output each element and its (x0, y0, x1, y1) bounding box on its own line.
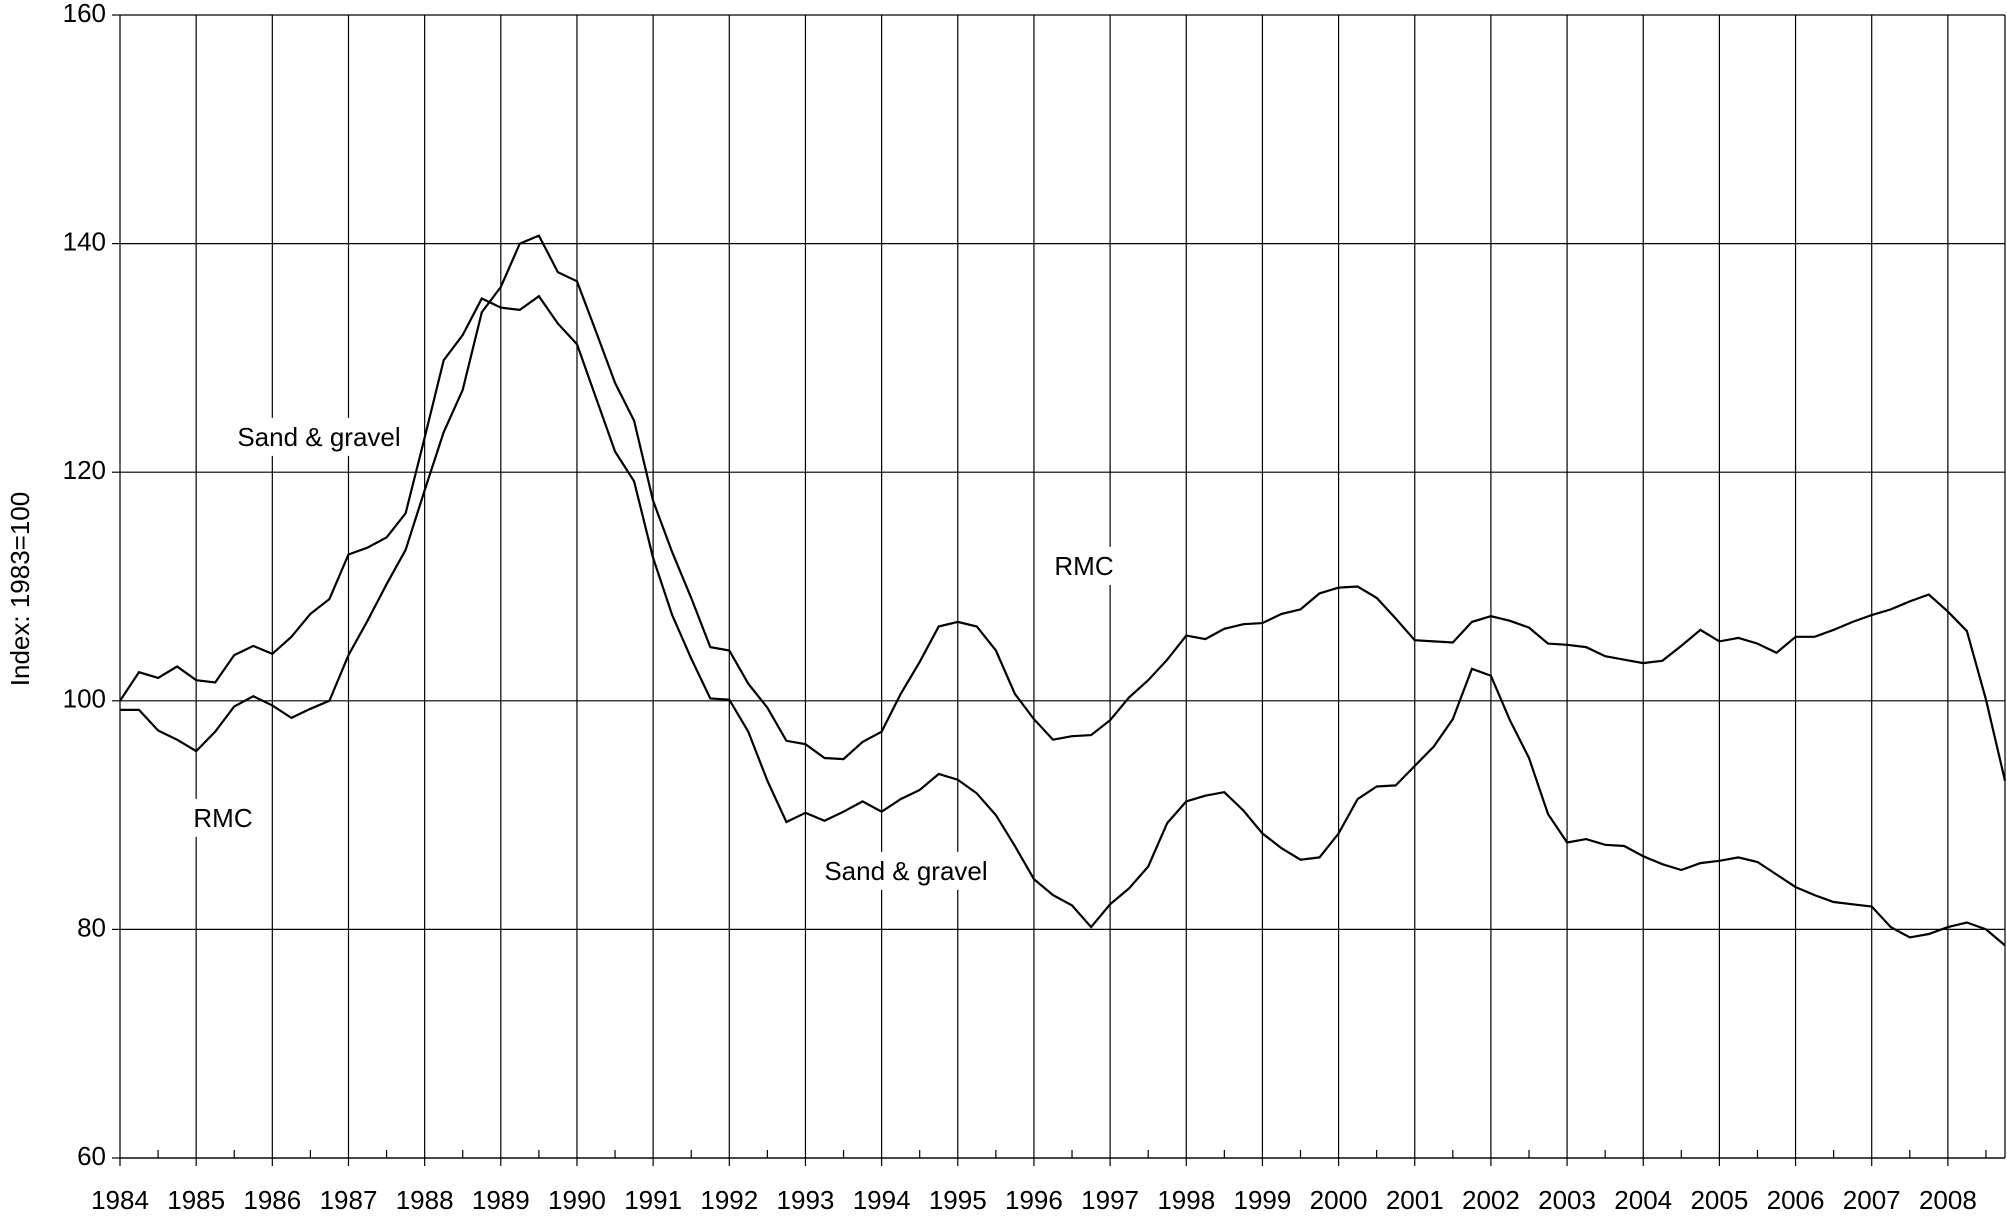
annotation-background (187, 798, 259, 837)
x-tick-label: 1995 (929, 1185, 987, 1215)
x-tick-label: 2008 (1919, 1185, 1977, 1215)
x-tick-label: 2003 (1538, 1185, 1596, 1215)
y-tick-label: 140 (63, 226, 106, 256)
x-tick-label: 1986 (243, 1185, 301, 1215)
annotation-background (231, 417, 407, 456)
x-tick-label: 1985 (167, 1185, 225, 1215)
x-tick-label: 2002 (1462, 1185, 1520, 1215)
annotation: Sand & gravel (237, 422, 400, 452)
x-tick-label: 1994 (853, 1185, 911, 1215)
x-tick-label: 1992 (700, 1185, 758, 1215)
y-tick-label: 60 (77, 1141, 106, 1171)
x-tick-label: 2005 (1690, 1185, 1748, 1215)
y-tick-label: 120 (63, 455, 106, 485)
x-tick-label: 1996 (1005, 1185, 1063, 1215)
x-tick-label: 1990 (548, 1185, 606, 1215)
y-axis-label: Index: 1983=100 (5, 492, 35, 686)
annotation-background (1048, 546, 1120, 585)
x-tick-label: 2000 (1310, 1185, 1368, 1215)
y-tick-label: 160 (63, 0, 106, 28)
series-line (120, 234, 2007, 782)
y-tick-label: 80 (77, 912, 106, 942)
x-tick-label: 1993 (777, 1185, 835, 1215)
x-tick-label: 2001 (1386, 1185, 1444, 1215)
x-tick-label: 1999 (1234, 1185, 1292, 1215)
x-tick-label: 2007 (1843, 1185, 1901, 1215)
y-tick-label: 100 (63, 684, 106, 714)
x-tick-label: 1998 (1157, 1185, 1215, 1215)
annotation: RMC (193, 803, 252, 833)
x-tick-label: 2004 (1614, 1185, 1672, 1215)
annotation-background (818, 851, 994, 890)
x-tick-label: 1988 (396, 1185, 454, 1215)
series-line (119, 294, 2006, 947)
annotation: Sand & gravel (824, 856, 987, 886)
x-tick-label: 1991 (624, 1185, 682, 1215)
x-tick-label: 2006 (1767, 1185, 1825, 1215)
x-tick-label: 1989 (472, 1185, 530, 1215)
x-tick-label: 1997 (1081, 1185, 1139, 1215)
x-tick-label: 1987 (320, 1185, 378, 1215)
annotation: RMC (1054, 551, 1113, 581)
x-tick-label: 1984 (91, 1185, 149, 1215)
